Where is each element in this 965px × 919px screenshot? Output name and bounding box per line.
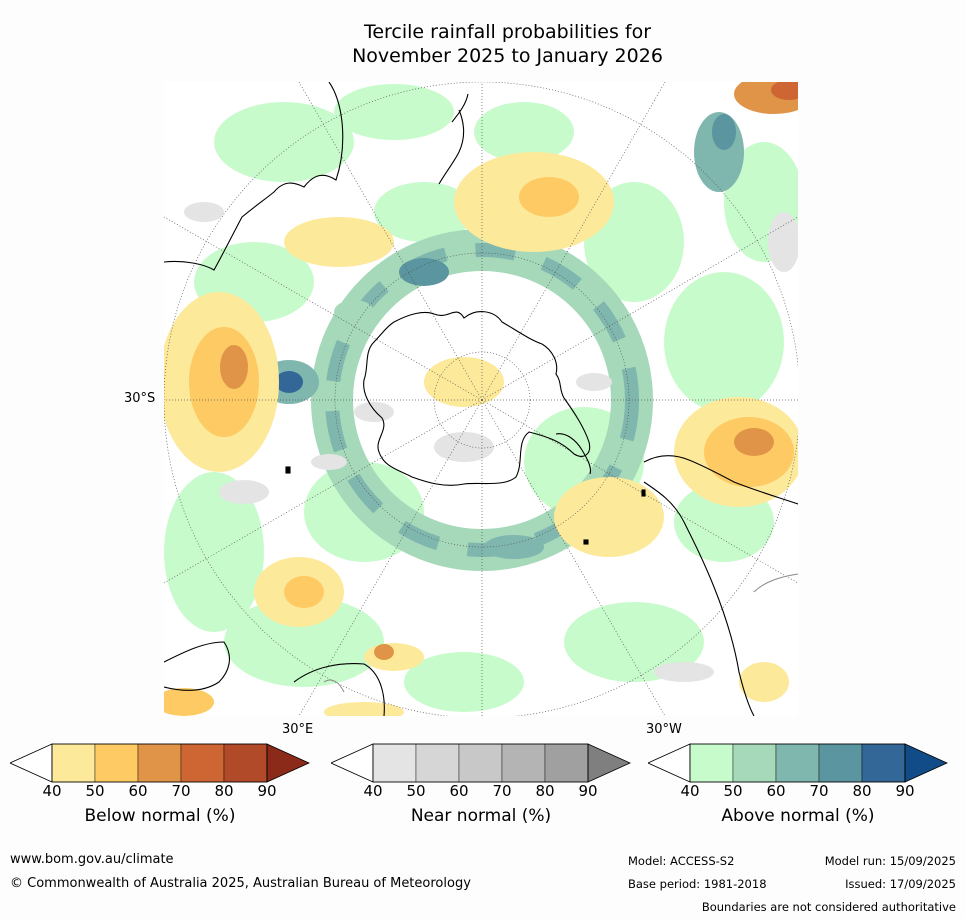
below-normal-swatch-2 (94, 743, 139, 783)
above-normal-tick-70: 70 (809, 782, 829, 800)
graticule (164, 82, 798, 716)
above-normal-swatch-1 (689, 743, 734, 783)
above-normal-tick-50: 50 (723, 782, 743, 800)
above-normal-tick-40: 40 (680, 782, 700, 800)
new-zealand-coast (438, 109, 465, 185)
above-normal-colorbar (647, 743, 948, 783)
footer-base-period: Base period: 1981-2018 (628, 877, 767, 891)
below-normal-legend-title: Below normal (%) (84, 806, 236, 826)
madagascar-coast (293, 663, 385, 716)
south-america-coast (643, 455, 798, 505)
south-america-west-coast (643, 481, 755, 716)
above-normal-legend-title: Above normal (%) (721, 806, 875, 826)
near-normal-swatch-3 (458, 743, 503, 783)
below-normal-swatch-5 (223, 743, 268, 783)
footer-model-run: Model run: 15/09/2025 (824, 854, 956, 868)
near-normal-tick-60: 60 (449, 782, 469, 800)
coastlines (164, 82, 798, 716)
near-normal-swatch-4 (501, 743, 546, 783)
australia-coast (164, 82, 344, 271)
below-normal-swatch-4 (180, 743, 225, 783)
near-normal-swatch-2 (415, 743, 460, 783)
below-normal-tick-80: 80 (214, 782, 234, 800)
antarctic-peninsula-coast (555, 433, 592, 475)
below-normal-tick-60: 60 (128, 782, 148, 800)
below-normal-swatch-3 (137, 743, 182, 783)
above-normal-swatch-4 (818, 743, 863, 783)
near-normal-tick-70: 70 (492, 782, 512, 800)
below-normal-tick-70: 70 (171, 782, 191, 800)
title-line-1: Tercile rainfall probabilities for (363, 21, 652, 43)
near-normal-arrow-high (587, 743, 631, 783)
near-normal-swatch-5 (544, 743, 589, 783)
near-normal-arrow-low (330, 743, 374, 783)
below-normal-tick-90: 90 (257, 782, 277, 800)
above-normal-swatch-5 (861, 743, 906, 783)
country-borders (323, 573, 798, 693)
near-normal-tick-50: 50 (406, 782, 426, 800)
map-canvas (164, 82, 798, 716)
above-normal-tick-90: 90 (895, 782, 915, 800)
africa-coast (164, 641, 230, 691)
above-normal-swatch-3 (775, 743, 820, 783)
near-normal-colorbar (330, 743, 631, 783)
near-normal-regions (184, 202, 798, 682)
below-normal-regions (164, 82, 798, 716)
below-normal-tick-50: 50 (85, 782, 105, 800)
longitude-label-30w: 30°W (646, 722, 682, 737)
antarctica-coast (363, 311, 591, 486)
footer-issued: Issued: 17/09/2025 (845, 877, 956, 891)
near-normal-tick-80: 80 (535, 782, 555, 800)
near-normal-swatch-1 (372, 743, 417, 783)
above-normal-tick-60: 60 (766, 782, 786, 800)
above-normal-arrow-low (647, 743, 691, 783)
title-line-2: November 2025 to January 2026 (352, 45, 663, 67)
below-normal-arrow-high (266, 743, 310, 783)
near-normal-tick-40: 40 (363, 782, 383, 800)
below-normal-tick-40: 40 (42, 782, 62, 800)
below-normal-colorbar (9, 743, 310, 783)
above-normal-tick-80: 80 (852, 782, 872, 800)
above-normal-swatch-2 (732, 743, 777, 783)
new-zealand-south-coast (451, 93, 469, 123)
above-normal-arrow-high (904, 743, 948, 783)
below-normal-swatch-1 (51, 743, 96, 783)
near-normal-tick-90: 90 (578, 782, 598, 800)
longitude-label-30e: 30°E (282, 722, 314, 737)
latitude-label-30s: 30°S (124, 391, 156, 406)
polar-map (164, 82, 798, 716)
footer-url: www.bom.gov.au/climate (10, 852, 174, 867)
footer-copyright: © Commonwealth of Australia 2025, Austra… (10, 876, 471, 891)
map-title: Tercile rainfall probabilities for Novem… (0, 20, 965, 68)
footer-model: Model: ACCESS-S2 (628, 854, 735, 868)
footer-disclaimer: Boundaries are not considered authoritat… (701, 900, 956, 914)
below-normal-arrow-low (9, 743, 53, 783)
near-normal-legend-title: Near normal (%) (410, 806, 552, 826)
